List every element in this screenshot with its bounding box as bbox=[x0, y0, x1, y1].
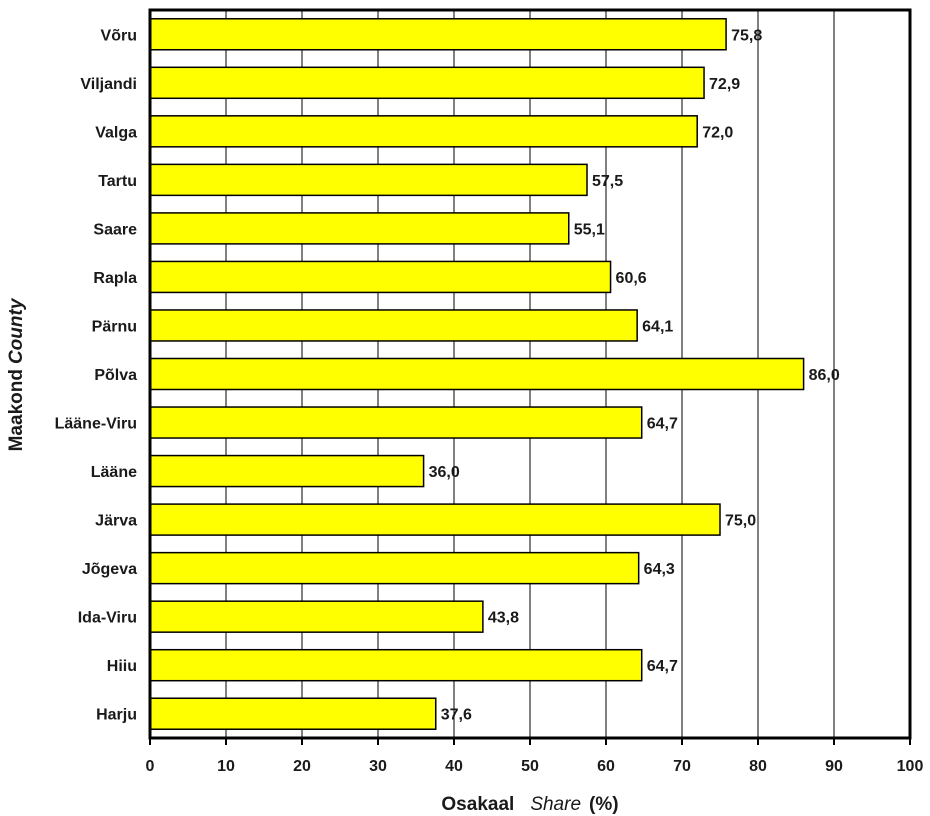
value-label: 75,0 bbox=[725, 513, 756, 530]
value-labels: 75,8 72,9 72,0 57,5 55,1 60,6 64,1 86,0 64,7 36,0… bbox=[429, 27, 840, 723]
bars bbox=[149, 18, 805, 730]
value-label: 72,0 bbox=[702, 124, 733, 141]
x-axis-title-bold: Osakaal bbox=[441, 794, 514, 815]
x-tick-label: 60 bbox=[597, 758, 615, 775]
bar bbox=[149, 260, 612, 294]
x-tick-label: 80 bbox=[749, 758, 767, 775]
value-label: 60,6 bbox=[616, 270, 647, 287]
x-tick-label: 50 bbox=[521, 758, 539, 775]
category-labels: Võru Viljandi Valga Tartu Saare Rapla Pärnu Põl… bbox=[55, 27, 138, 723]
bar bbox=[149, 454, 425, 488]
bar bbox=[149, 697, 437, 730]
category-label: Ida-Viru bbox=[78, 610, 137, 627]
x-tick-label: 10 bbox=[217, 758, 235, 775]
bar bbox=[149, 163, 588, 197]
category-label: Tartu bbox=[98, 173, 137, 190]
bar bbox=[149, 648, 643, 682]
x-tick-label: 20 bbox=[293, 758, 311, 775]
category-label: Rapla bbox=[93, 270, 137, 287]
category-label: Võru bbox=[101, 27, 137, 44]
y-axis-title-bold: Maakond bbox=[6, 369, 27, 451]
value-label: 75,8 bbox=[731, 27, 762, 44]
y-axis-title: Maakond County bbox=[6, 297, 27, 451]
x-tick-label: 30 bbox=[369, 758, 387, 775]
value-label: 36,0 bbox=[429, 464, 460, 481]
bar bbox=[149, 503, 721, 536]
x-axis-title: Osakaal Share (%) bbox=[441, 794, 618, 815]
bar bbox=[149, 357, 805, 391]
category-label: Lääne-Viru bbox=[55, 416, 137, 433]
plot-frame bbox=[148, 8, 912, 740]
value-label: 43,8 bbox=[488, 610, 519, 627]
category-label: Jõgeva bbox=[82, 561, 137, 578]
category-label: Valga bbox=[95, 124, 137, 141]
category-label: Saare bbox=[93, 221, 137, 238]
bar bbox=[149, 18, 727, 51]
category-label: Harju bbox=[96, 707, 137, 724]
value-label: 55,1 bbox=[574, 221, 605, 238]
bar bbox=[149, 600, 484, 633]
bar bbox=[149, 551, 640, 585]
bar bbox=[149, 212, 570, 245]
bar bbox=[149, 66, 705, 100]
x-tick-label: 100 bbox=[897, 758, 924, 775]
x-tick-label: 40 bbox=[445, 758, 463, 775]
value-label: 64,7 bbox=[647, 416, 678, 433]
value-label: 57,5 bbox=[592, 173, 623, 190]
x-tick-label: 90 bbox=[825, 758, 843, 775]
value-label: 64,1 bbox=[642, 318, 673, 335]
x-axis-title-italic: Share bbox=[530, 794, 581, 815]
category-label: Pärnu bbox=[92, 318, 137, 335]
value-label: 72,9 bbox=[709, 76, 740, 93]
x-tick-label: 0 bbox=[146, 758, 155, 775]
category-label: Järva bbox=[95, 513, 137, 530]
x-axis-ticks: 0 10 20 30 40 50 60 70 80 90 100 bbox=[146, 738, 924, 775]
value-label: 86,0 bbox=[809, 367, 840, 384]
category-label: Viljandi bbox=[80, 76, 137, 93]
value-label: 64,7 bbox=[647, 658, 678, 675]
y-axis-title-italic: County bbox=[6, 297, 27, 364]
category-label: Põlva bbox=[94, 367, 137, 384]
x-axis-title-unit: (%) bbox=[589, 794, 619, 815]
category-label: Lääne bbox=[91, 464, 137, 481]
category-label: Hiiu bbox=[107, 658, 137, 675]
bar bbox=[149, 309, 638, 342]
value-label: 37,6 bbox=[441, 707, 472, 724]
bar bbox=[149, 406, 643, 439]
value-label: 64,3 bbox=[644, 561, 675, 578]
x-tick-label: 70 bbox=[673, 758, 691, 775]
bar bbox=[149, 115, 698, 148]
